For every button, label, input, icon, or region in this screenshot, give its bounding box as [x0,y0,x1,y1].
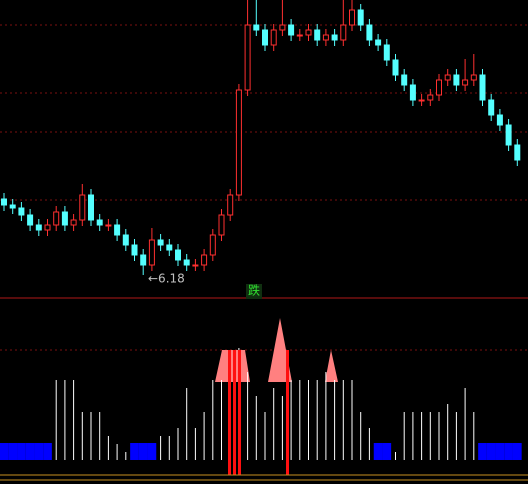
candle-body [114,224,121,236]
candle-body [366,24,373,41]
signal-bar [238,350,241,475]
candle-body [470,74,477,81]
zero-block [34,443,44,460]
candle-body [383,44,390,61]
zero-block [8,443,18,460]
candle-body [96,219,103,226]
signal-bar [233,350,236,475]
candle-body [18,207,25,216]
indicator-pane [0,318,522,460]
grid [0,24,528,351]
candle-body [375,39,382,46]
zero-block [43,443,52,460]
candle-body [166,244,173,251]
candle-body [53,211,60,226]
zero-block [504,443,513,460]
candle-body [201,254,208,266]
signal-bar [228,350,231,475]
candle-body [349,9,355,26]
candle-body [270,29,277,46]
candle-body [479,74,486,101]
candle-body [331,34,338,41]
candle-body [462,79,469,86]
candle-body [322,34,329,41]
candle-body [27,214,34,226]
candle-body [9,204,16,209]
candle-body [253,24,260,31]
candle-body [505,124,512,146]
candle-body [79,194,86,221]
zero-block [130,443,139,460]
zero-block [147,443,157,460]
candle-body [157,239,164,246]
zero-block [17,443,26,460]
candle-body [209,234,216,256]
zero-block [486,443,496,460]
zero-block [512,443,522,460]
zero-block [25,443,35,460]
candle-body [392,59,399,76]
signal-label: 跌 [248,283,260,298]
candle-body [218,214,225,236]
candle-body [183,259,190,266]
candle-body [436,79,442,96]
candle-body [88,194,94,221]
candle-body [262,29,268,46]
candle-body [44,224,51,231]
candle-body [61,211,68,226]
candle-body [148,239,155,266]
signal-bars [228,350,289,475]
candle-body [453,74,460,86]
candle-body [418,99,425,102]
candle-body [35,224,42,231]
candle-body [140,254,147,266]
candle-body [279,24,286,31]
low-annotation: ←6.18 [148,272,185,286]
candle-body [235,89,242,196]
zero-block [495,443,505,460]
zero-block [0,443,9,460]
zero-block [478,443,487,460]
zero-block [138,443,148,460]
candle-body [105,224,112,227]
zero-block [382,443,392,460]
candle-body [305,29,312,36]
candle-body [488,99,495,116]
candle-body [444,74,451,81]
candle-body [401,74,408,86]
candle-body [409,84,416,101]
signal-bar [286,350,289,475]
candle-body [496,114,503,126]
candle-body [227,194,234,216]
candle-body [340,24,347,41]
candle-body [314,29,321,41]
candle-body [122,234,129,246]
candle-body [514,144,521,161]
price-pane [1,0,521,275]
signal-box [246,284,262,299]
candle-body [244,24,251,91]
candle-body [1,198,7,206]
signal-shape [215,350,250,382]
signal-shape [325,350,338,382]
candle-body [70,219,77,226]
candle-body [131,244,138,256]
candle-body [192,264,199,267]
candle-body [288,24,295,36]
candle-body [175,249,181,261]
zero-block [373,443,383,460]
candle-body [296,34,303,37]
candle-body [357,9,364,26]
candle-body [427,94,434,101]
